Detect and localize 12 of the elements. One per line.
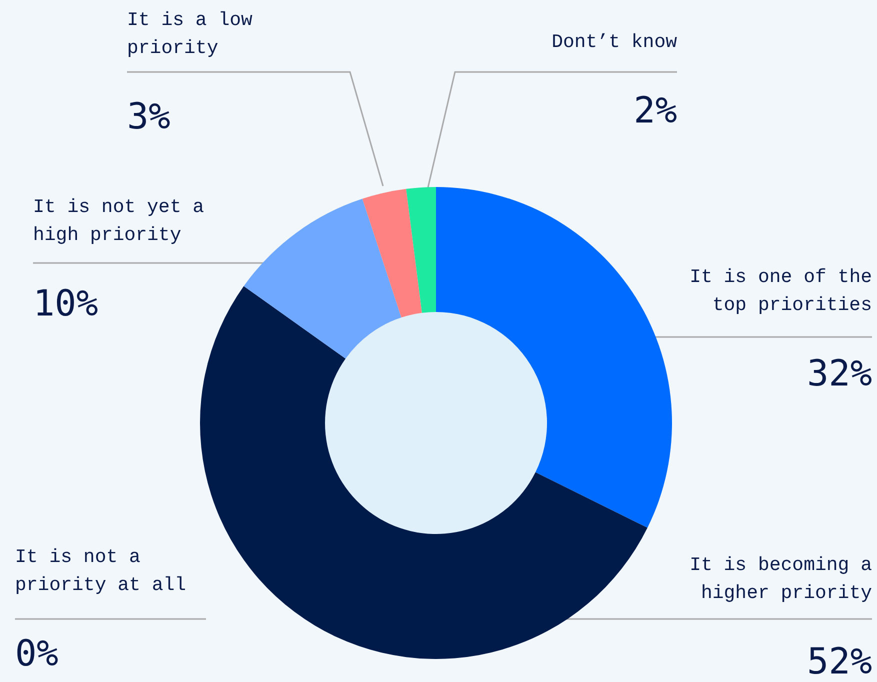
data-label: 2% xyxy=(634,90,678,132)
category-label: It is not a priority at all xyxy=(15,546,186,596)
slice-label: It is becoming a higher priority xyxy=(690,554,872,604)
data-label: 32% xyxy=(806,354,872,394)
data-label: 10% xyxy=(33,284,98,324)
slice-label: It is one of the top priorities xyxy=(690,266,872,316)
data-label: 3% xyxy=(127,96,171,138)
slice-label: Dont’t know xyxy=(552,31,678,53)
slice-label: It is a low priority xyxy=(127,9,254,59)
text: 0% xyxy=(15,634,58,674)
slice-label: It is not yet a high priority xyxy=(33,196,204,246)
data-label: 52% xyxy=(806,642,872,682)
